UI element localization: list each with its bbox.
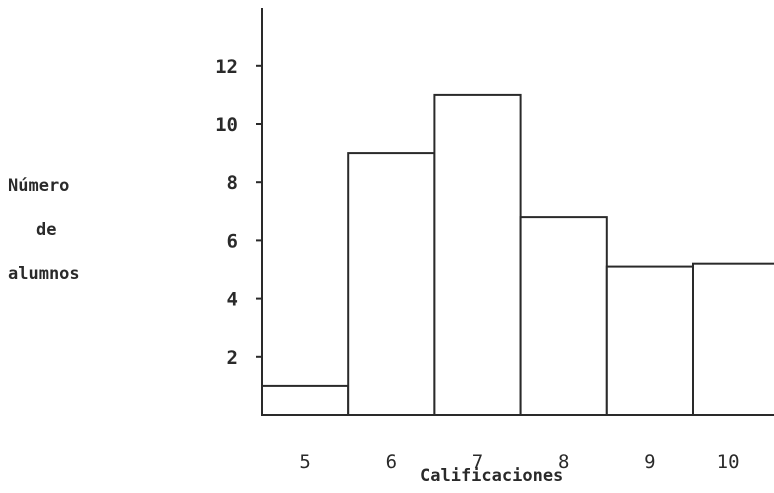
bar-7	[433, 93, 522, 417]
bar-10	[692, 262, 774, 416]
y-tick-label-2: 2	[227, 347, 238, 369]
x-tick-label-8: 8	[558, 451, 569, 473]
y-tick-label-6: 6	[227, 230, 238, 252]
x-ticks-group: 5 6 7 8 9 10	[299, 451, 739, 473]
bar-5	[261, 384, 350, 416]
bar-9	[605, 265, 694, 416]
y-axis-label-line-2: de	[36, 220, 57, 240]
y-tick-label-10: 10	[215, 114, 238, 136]
bar-8	[519, 216, 608, 416]
x-tick-label-6: 6	[386, 451, 397, 473]
bars-group	[261, 93, 774, 417]
x-tick-label-9: 9	[644, 451, 655, 473]
x-axis-label: Calificaciones	[420, 466, 564, 486]
y-axis-label-line-1: Número	[8, 176, 70, 196]
bar-6	[347, 152, 436, 416]
x-tick-label-7: 7	[472, 451, 483, 473]
y-tick-label-8: 8	[227, 172, 238, 194]
y-tick-label-12: 12	[215, 56, 238, 78]
x-tick-label-5: 5	[299, 451, 310, 473]
y-tick-label-4: 4	[227, 289, 238, 311]
y-ticks-group: 2 4 6 8 10 12	[215, 56, 262, 369]
y-axis-label-line-3: alumnos	[8, 264, 80, 284]
x-tick-label-10: 10	[717, 451, 740, 473]
